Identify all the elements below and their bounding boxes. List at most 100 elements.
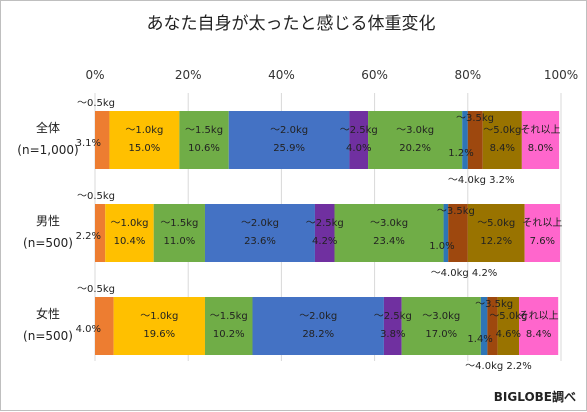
bar-segment — [462, 111, 468, 169]
segment-series-label: ～0.5kg — [77, 191, 115, 202]
segment-value-label: 4.0% — [76, 324, 101, 335]
bar-segment — [349, 111, 369, 169]
bar-segment — [521, 111, 560, 169]
segment-value-label: 15.0% — [129, 143, 161, 154]
segment-series-label: ～1.5kg — [185, 125, 223, 136]
segment-value-label: 1.4% — [467, 334, 492, 345]
segment-value-label: 7.6% — [530, 236, 555, 247]
bar-segment — [252, 297, 384, 355]
x-tick-label: 80% — [454, 68, 481, 82]
category-label: 女性 — [36, 306, 60, 321]
segment-series-label: ～3.0kg — [422, 311, 460, 322]
segment-value-label: 19.6% — [143, 329, 175, 340]
segment-value-label: 2.2% — [76, 231, 101, 242]
segment-value-label: 28.2% — [302, 329, 334, 340]
segment-value-label: 1.0% — [429, 241, 454, 252]
segment-value-label: 20.2% — [399, 143, 431, 154]
bar-segment — [179, 111, 229, 169]
segment-value-label: 4.2% — [312, 236, 337, 247]
segment-value-label: 3.8% — [380, 329, 405, 340]
segment-series-label: それ以上 — [522, 217, 562, 229]
segment-series-label: ～5.0kg — [483, 125, 521, 136]
segment-series-label: ～4.0kg 4.2% — [431, 268, 498, 279]
segment-series-label: ～3.5kg — [475, 299, 513, 310]
bar-segment — [480, 297, 488, 355]
segment-labels: ～0.5kg 3.1% ～1.0kg 15.0% ～1.5kg 10.6% ～2.0kg 25… — [76, 98, 563, 372]
segment-value-label: 8.0% — [528, 143, 553, 154]
x-tick-label: 40% — [268, 68, 295, 82]
segment-value-label: 1.2% — [448, 148, 473, 159]
segment-series-label: ～2.0kg — [241, 218, 279, 229]
segment-series-label: それ以上 — [520, 124, 560, 136]
segment-series-label: ～2.5kg — [340, 125, 378, 136]
bar-segment — [334, 204, 444, 262]
segment-value-label: 23.4% — [373, 236, 405, 247]
bar-segment — [153, 204, 205, 262]
category-sample-size: (n=500) — [23, 236, 73, 250]
segment-value-label: 23.6% — [244, 236, 276, 247]
category-sample-size: (n=1,000) — [17, 143, 78, 157]
segment-value-label: 3.1% — [76, 138, 101, 149]
segment-series-label: ～1.0kg — [125, 125, 163, 136]
category-sample-size: (n=500) — [23, 329, 73, 343]
segment-series-label: ～3.5kg — [437, 206, 475, 217]
segment-value-label: 4.6% — [496, 329, 521, 340]
bar-segment — [314, 204, 335, 262]
segment-series-label: ～3.0kg — [396, 125, 434, 136]
category-label: 男性 — [36, 214, 60, 228]
bar-segment — [467, 111, 483, 169]
segment-series-label: ～1.0kg — [110, 218, 148, 229]
bar-segment — [519, 297, 559, 355]
segment-value-label: 10.4% — [114, 236, 146, 247]
segment-series-label: ～5.0kg — [477, 218, 515, 229]
bar-segment — [383, 297, 402, 355]
segment-series-label: ～1.5kg — [210, 311, 248, 322]
segment-value-label: 12.2% — [480, 236, 512, 247]
x-tick-label: 100% — [544, 68, 578, 82]
bar-segment — [497, 297, 520, 355]
x-tick-label: 20% — [175, 68, 202, 82]
bar-segment — [467, 204, 525, 262]
segment-series-label: ～5.0kg — [489, 311, 527, 322]
segment-series-label: ～0.5kg — [77, 98, 115, 109]
bar-segment — [228, 111, 350, 169]
x-axis-ticks: 0% 20% 40% 60% 80% 100% — [85, 68, 578, 82]
segment-series-label: ～3.0kg — [370, 218, 408, 229]
bar-segment — [113, 297, 205, 355]
x-tick-label: 0% — [85, 68, 104, 82]
bar-segment — [401, 297, 481, 355]
segment-value-label: 25.9% — [273, 143, 305, 154]
bar-segment — [95, 297, 114, 355]
segment-series-label: ～1.5kg — [160, 218, 198, 229]
segment-series-label: ～2.5kg — [306, 218, 344, 229]
segment-series-label: ～4.0kg 3.2% — [448, 175, 515, 186]
segment-series-label: ～1.0kg — [140, 311, 178, 322]
chart-title: あなた自身が太ったと感じる体重変化 — [147, 14, 436, 34]
bar-segment — [482, 111, 522, 169]
segment-series-label: ～2.0kg — [270, 125, 308, 136]
source-credit: BIGLOBE調べ — [494, 389, 576, 404]
bar-segment — [105, 204, 154, 262]
bar-segment — [204, 297, 253, 355]
segment-series-label: ～0.5kg — [77, 284, 115, 295]
segment-series-label: ～3.5kg — [456, 113, 494, 124]
bar-segment — [109, 111, 180, 169]
bar-segment — [487, 297, 498, 355]
bar-segment — [95, 204, 106, 262]
segment-value-label: 10.6% — [188, 143, 220, 154]
segment-series-label: それ以上 — [519, 310, 559, 322]
segment-value-label: 11.0% — [163, 236, 195, 247]
bar-segment — [448, 204, 468, 262]
segment-series-label: ～4.0kg 2.2% — [465, 361, 532, 372]
bars — [95, 111, 561, 355]
category-labels: 全体 (n=1,000) 男性 (n=500) 女性 (n=500) — [17, 120, 78, 343]
segment-value-label: 17.0% — [425, 329, 457, 340]
bar-segment — [204, 204, 315, 262]
segment-series-label: ～2.0kg — [299, 311, 337, 322]
bar-segment — [95, 111, 110, 169]
bar-segment — [368, 111, 463, 169]
segment-value-label: 4.0% — [346, 143, 371, 154]
segment-value-label: 8.4% — [490, 143, 515, 154]
